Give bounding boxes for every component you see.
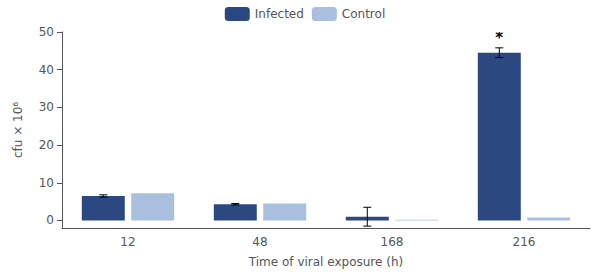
- svg-text:*: *: [495, 29, 503, 47]
- svg-text:10: 10: [39, 176, 54, 190]
- svg-text:50: 50: [39, 25, 54, 39]
- svg-text:168: 168: [381, 235, 404, 249]
- svg-text:Time of viral exposure (h): Time of viral exposure (h): [248, 255, 403, 269]
- svg-text:Control: Control: [342, 7, 385, 21]
- svg-text:30: 30: [39, 100, 54, 114]
- svg-text:216: 216: [513, 235, 536, 249]
- svg-text:48: 48: [252, 235, 267, 249]
- svg-text:20: 20: [39, 138, 54, 152]
- svg-text:cfu × 10⁶: cfu × 10⁶: [11, 102, 25, 158]
- svg-text:40: 40: [39, 63, 54, 77]
- svg-text:0: 0: [46, 213, 54, 227]
- svg-text:12: 12: [120, 235, 135, 249]
- svg-text:Infected: Infected: [255, 7, 304, 21]
